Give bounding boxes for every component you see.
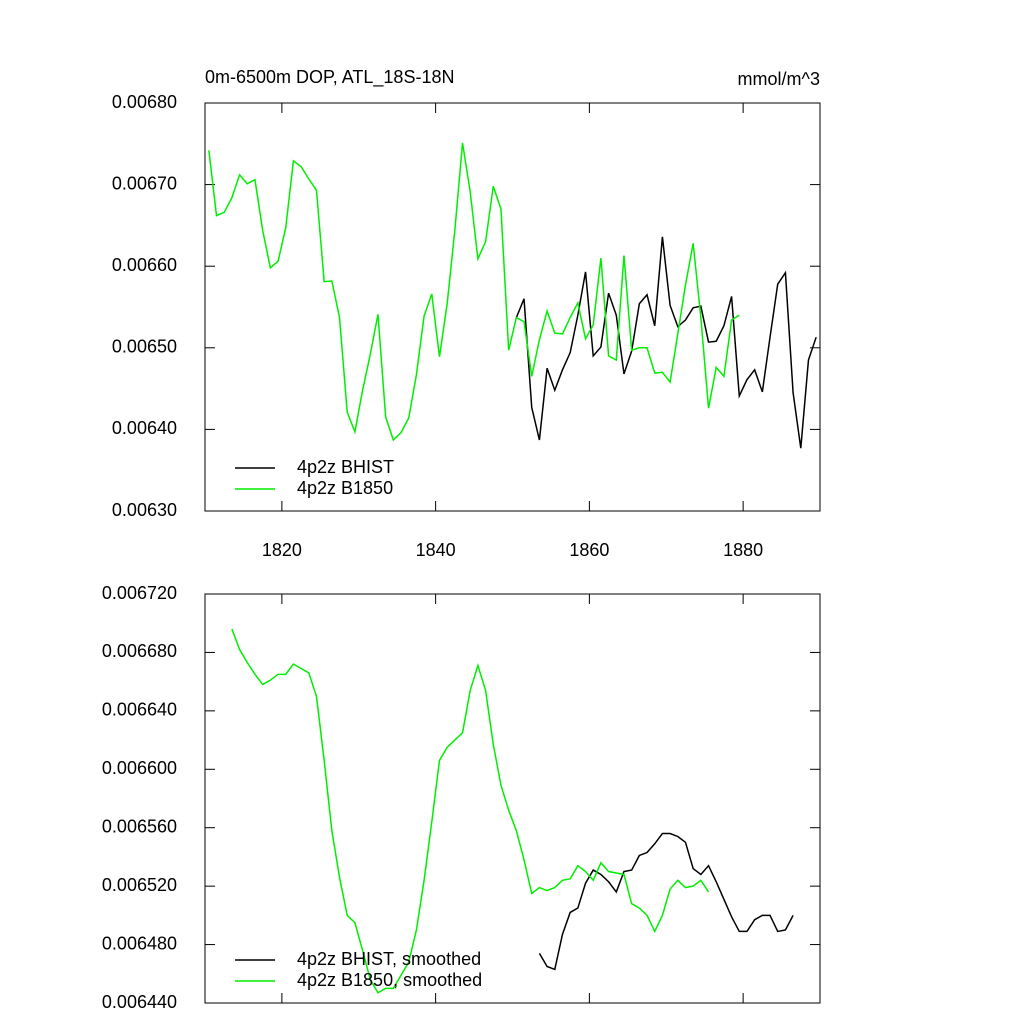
- y-tick-label: 0.006600: [102, 758, 177, 778]
- chart-title: 0m-6500m DOP, ATL_18S-18N: [205, 67, 454, 88]
- plot-frame: [204, 593, 821, 1004]
- y-tick-label: 0.006720: [102, 583, 177, 603]
- y-tick-label: 0.00640: [112, 418, 177, 438]
- x-tick-label: 1880: [723, 540, 763, 560]
- y-tick-label: 0.006640: [102, 700, 177, 720]
- y-tick-label: 0.00670: [112, 173, 177, 193]
- series-line: [538, 832, 794, 971]
- series-line: [208, 142, 740, 442]
- y-tick-label: 0.006440: [102, 992, 177, 1012]
- y-tick-label: 0.006560: [102, 816, 177, 836]
- y-tick-label: 0.00650: [112, 337, 177, 357]
- legend-label: 4p2z BHIST, smoothed: [297, 949, 481, 969]
- units-label: mmol/m^3: [738, 69, 820, 89]
- series-line: [231, 628, 710, 994]
- plot-frame: [204, 102, 821, 512]
- legend-label: 4p2z B1850: [297, 478, 393, 498]
- series-line: [515, 236, 817, 449]
- y-tick-label: 0.006680: [102, 641, 177, 661]
- x-tick-label: 1860: [569, 540, 609, 560]
- y-tick-label: 0.00660: [112, 255, 177, 275]
- y-tick-label: 0.006480: [102, 933, 177, 953]
- legend-label: 4p2z BHIST: [297, 457, 394, 477]
- y-tick-label: 0.00630: [112, 500, 177, 520]
- y-tick-label: 0.00680: [112, 92, 177, 112]
- x-tick-label: 1840: [416, 540, 456, 560]
- legend-label: 4p2z B1850, smoothed: [297, 970, 482, 990]
- y-tick-label: 0.006520: [102, 875, 177, 895]
- x-tick-label: 1820: [262, 540, 302, 560]
